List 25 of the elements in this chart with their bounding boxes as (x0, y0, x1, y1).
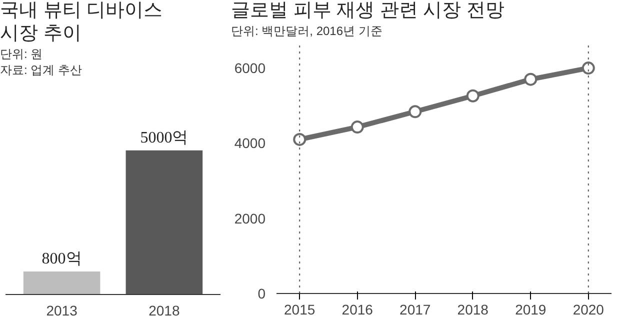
point (408, 105, 422, 118)
x-tick-label: 2018 (148, 302, 180, 318)
chart-title: 국내 뷰티 디바이스 시장 추이 (0, 0, 163, 46)
text: 단위: 원 (0, 46, 44, 62)
chart-title: 글로벌 피부 재생 관련 시장 전망 (231, 0, 504, 23)
x-tick-label: 2015 (284, 301, 316, 318)
point (466, 89, 480, 102)
y-tick-label: 0 (258, 285, 266, 302)
x-tick-label: 2016 (342, 301, 374, 318)
text: 단위: 백만달러, 2016년 기준 (231, 22, 384, 40)
point (293, 132, 306, 146)
x-tick-label: 2020 (572, 301, 604, 318)
point (582, 61, 595, 74)
y-tick-label: 4000 (234, 135, 266, 152)
x-tick-label: 2013 (46, 302, 78, 318)
text: 자료: 업계 추산 (0, 62, 84, 80)
point (524, 72, 538, 86)
x-tick-label: 2018 (457, 301, 489, 318)
y-tick-label: 6000 (234, 60, 266, 76)
x-tick-label: 2019 (515, 301, 546, 318)
data-label: 5000억 (140, 128, 188, 146)
data-label: 800억 (42, 250, 82, 267)
point (350, 120, 364, 134)
x-tick-label: 2017 (400, 301, 431, 318)
y-tick-label: 2000 (234, 210, 266, 226)
